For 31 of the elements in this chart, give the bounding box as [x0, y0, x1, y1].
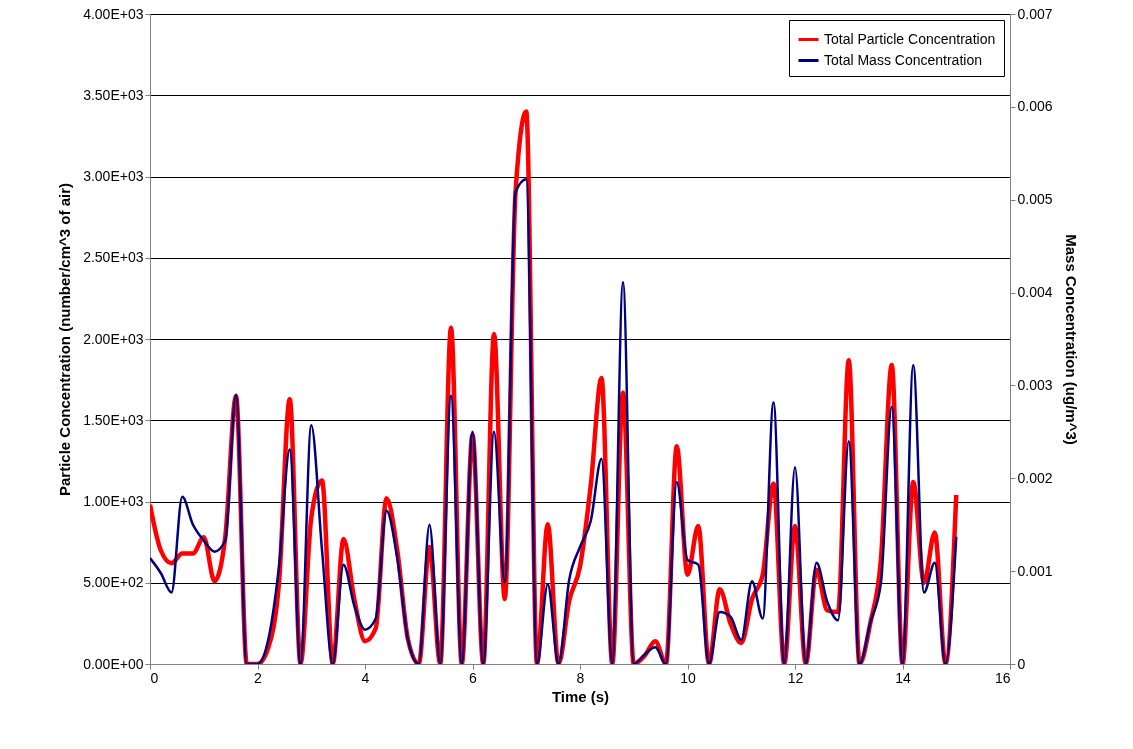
y2-tick-label: 0.003 [1017, 376, 1053, 393]
legend-label: Total Particle Concentration [824, 30, 996, 47]
y2-tick-label: 0 [1017, 655, 1026, 672]
y-tick-label: 2.00E+03 [83, 330, 144, 347]
x-tick-label: 8 [576, 669, 585, 686]
x-tick-label: 14 [895, 669, 911, 686]
y-axis-title: Particle Concentration (number/cm^3 of air) [56, 183, 74, 496]
y-tick-label: 0.00E+00 [83, 655, 144, 672]
x-tick-label: 10 [680, 669, 696, 686]
y2-tick-label: 0.002 [1017, 469, 1053, 486]
y-tick-label: 4.00E+03 [83, 5, 144, 22]
y2-tick-label: 0.004 [1017, 284, 1053, 301]
y-tick-label: 2.50E+03 [83, 249, 144, 266]
y-tick-label: 1.50E+03 [83, 411, 144, 428]
y2-tick-label: 0.005 [1017, 191, 1053, 208]
y-tick-label: 3.50E+03 [83, 86, 144, 103]
x-axis-title: Time (s) [551, 687, 610, 705]
x-tick-label: 12 [787, 669, 804, 686]
x-tick-label: 16 [994, 669, 1011, 686]
x-tick-label: 2 [254, 669, 263, 686]
y2-tick-label: 0.007 [1017, 5, 1053, 22]
x-tick-label: 6 [469, 669, 478, 686]
y2-tick-label: 0.001 [1017, 562, 1053, 579]
legend-label: Total Mass Concentration [824, 51, 982, 68]
y-tick-label: 5.00E+02 [83, 574, 144, 591]
x-tick-label: 4 [361, 669, 370, 686]
y2-tick-label: 0.006 [1017, 98, 1053, 115]
x-tick-label: 0 [150, 669, 159, 686]
y-tick-label: 3.00E+03 [83, 168, 144, 184]
y-tick-label: 1.00E+03 [83, 493, 144, 509]
y2-axis-title: Mass Concentration (ug/m^3) [1062, 234, 1080, 445]
